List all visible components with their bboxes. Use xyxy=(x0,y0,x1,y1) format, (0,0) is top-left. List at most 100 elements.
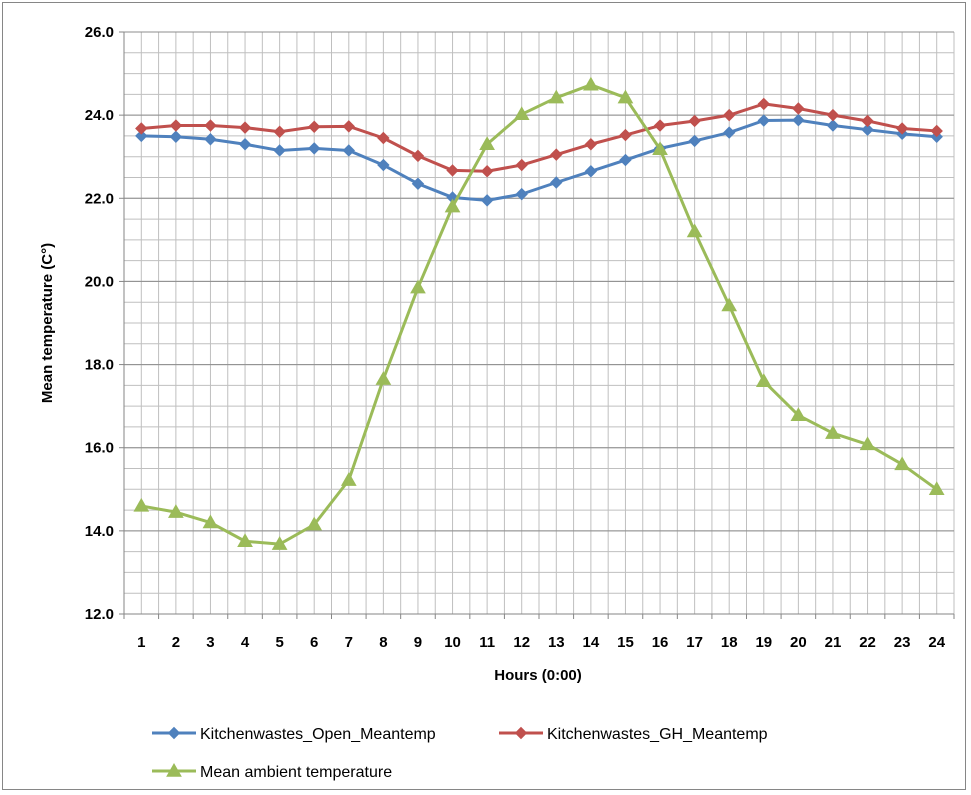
x-tick-label: 1 xyxy=(137,634,145,651)
data-point xyxy=(273,125,286,138)
data-point xyxy=(238,121,252,134)
x-tick-label: 13 xyxy=(548,634,565,651)
y-tick-label: 26.0 xyxy=(85,24,114,41)
x-tick-label: 7 xyxy=(345,634,353,651)
data-point xyxy=(617,89,634,104)
legend-label: Kitchenwastes_GH_Meantemp xyxy=(547,726,768,743)
data-point xyxy=(377,131,390,145)
data-point xyxy=(204,133,217,146)
legend-entry: Mean ambient temperature xyxy=(152,762,392,781)
x-tick-label: 21 xyxy=(825,634,842,651)
series-3 xyxy=(133,76,945,550)
y-tick-label: 14.0 xyxy=(85,523,114,540)
legend-label: Kitchenwastes_Open_Meantemp xyxy=(200,726,436,743)
y-tick-labels: 12.0 14.0 16.0 18.0 20.0 22.0 24.0 26.0 xyxy=(85,24,114,623)
data-point xyxy=(377,158,390,172)
x-tick-label: 8 xyxy=(379,634,387,651)
x-tick-label: 3 xyxy=(206,634,214,651)
data-point xyxy=(375,371,392,385)
data-point xyxy=(755,373,772,387)
y-tick-label: 12.0 xyxy=(85,606,114,623)
y-tick-label: 16.0 xyxy=(85,440,114,457)
data-point xyxy=(168,504,184,518)
data-point xyxy=(306,516,323,531)
x-tick-label: 22 xyxy=(859,634,876,651)
data-point xyxy=(790,407,807,422)
x-axis-title: Hours (0:00) xyxy=(494,667,582,684)
legend-marker xyxy=(166,762,182,777)
legend-marker xyxy=(514,726,528,740)
x-tick-label: 18 xyxy=(721,634,738,651)
data-point xyxy=(308,120,321,133)
grid-lines xyxy=(123,31,955,615)
x-tick-label: 12 xyxy=(513,634,530,651)
data-point xyxy=(411,149,425,163)
data-point xyxy=(550,148,563,161)
data-point xyxy=(619,128,632,142)
data-point xyxy=(480,165,494,178)
x-tick-label: 19 xyxy=(755,634,772,651)
y-axis-title: Mean temperature (C°) xyxy=(39,243,56,403)
data-point xyxy=(515,158,528,172)
data-point xyxy=(273,144,286,157)
data-point xyxy=(411,177,425,190)
data-point xyxy=(895,122,909,135)
data-point xyxy=(238,138,252,151)
data-point xyxy=(688,134,701,148)
data-point xyxy=(169,130,183,143)
data-point xyxy=(135,122,148,135)
series-line xyxy=(141,118,937,202)
data-point xyxy=(688,114,701,128)
data-point xyxy=(792,102,805,115)
axes xyxy=(119,31,955,619)
data-point xyxy=(723,108,736,122)
x-tick-label: 4 xyxy=(241,634,250,651)
legend: Kitchenwastes_Open_Meantemp Kitchenwastes… xyxy=(152,726,768,781)
data-point xyxy=(513,106,530,121)
x-tick-label: 17 xyxy=(686,634,703,651)
data-point xyxy=(861,123,874,136)
legend-label: Mean ambient temperature xyxy=(200,764,392,781)
data-point xyxy=(204,119,217,132)
x-tick-label: 16 xyxy=(652,634,669,651)
x-tick-label: 23 xyxy=(894,634,911,651)
x-tick-label: 15 xyxy=(617,634,634,651)
data-point xyxy=(653,119,667,132)
data-point xyxy=(686,223,703,238)
data-point xyxy=(480,194,494,207)
data-point xyxy=(583,76,599,91)
x-tick-label: 6 xyxy=(310,634,318,651)
data-point xyxy=(757,97,770,111)
data-point xyxy=(271,536,288,550)
legend-entry: Kitchenwastes_Open_Meantemp xyxy=(152,726,436,743)
data-point xyxy=(723,126,736,139)
x-tick-label: 11 xyxy=(479,634,495,651)
data-point xyxy=(169,119,183,132)
data-point xyxy=(757,114,770,127)
data-point xyxy=(826,119,840,132)
x-tick-label: 20 xyxy=(790,634,807,651)
data-point xyxy=(515,187,528,201)
series-line xyxy=(141,102,937,173)
x-tick-labels: 1 2 3 4 5 6 7 8 9 10 11 12 13 14 15 16 17 18 19 20 21 22 23 24 xyxy=(137,634,946,651)
data-point xyxy=(342,120,355,133)
data-point xyxy=(410,279,426,294)
x-tick-label: 10 xyxy=(444,634,461,651)
data-point xyxy=(202,514,219,529)
data-point xyxy=(894,456,910,471)
legend-entry: Kitchenwastes_GH_Meantemp xyxy=(499,726,768,743)
data-point xyxy=(340,472,357,486)
data-point xyxy=(479,136,495,150)
data-point xyxy=(446,164,459,177)
data-point xyxy=(444,198,461,213)
y-tick-label: 22.0 xyxy=(85,190,114,207)
series-2 xyxy=(135,97,943,178)
series-group xyxy=(133,76,945,550)
series-1 xyxy=(135,113,943,207)
data-point xyxy=(550,176,563,189)
data-point xyxy=(930,124,943,138)
data-point xyxy=(237,533,253,547)
data-point xyxy=(859,436,876,451)
x-tick-label: 9 xyxy=(414,634,422,651)
